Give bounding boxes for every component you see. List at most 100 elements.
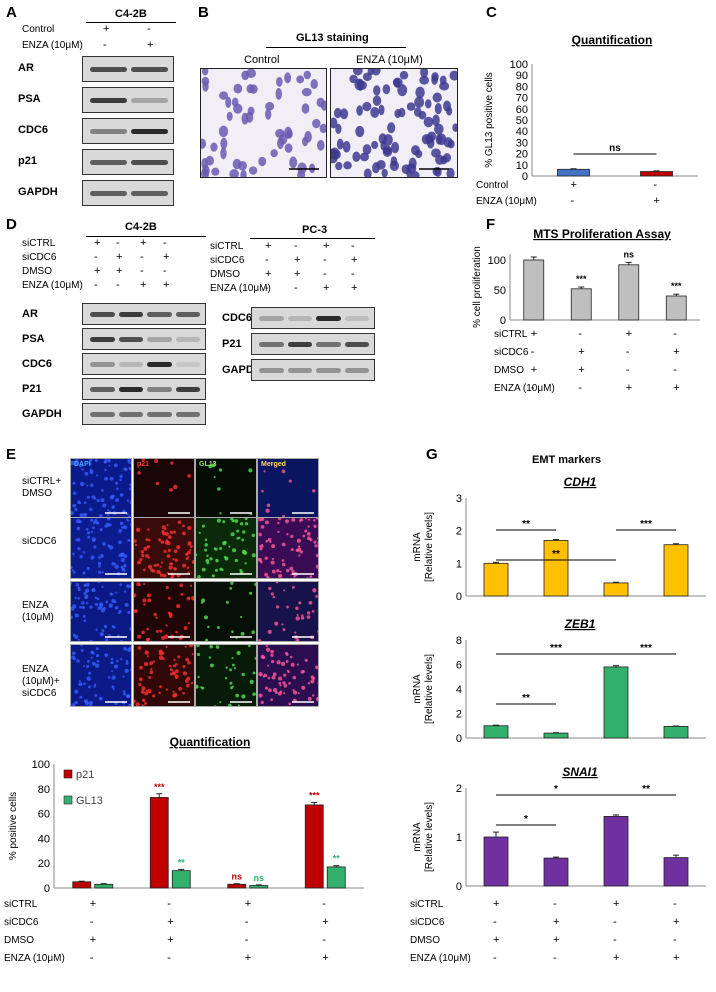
- cell-dot: [279, 684, 282, 687]
- panel-d-right-condition-value: -: [265, 282, 269, 294]
- cell-dot: [119, 493, 124, 497]
- cell-dot: [154, 459, 159, 464]
- blot-band: [90, 362, 115, 367]
- cell-dot: [283, 673, 287, 677]
- panel-g-condition-value: -: [613, 916, 617, 928]
- cell-dot: [307, 696, 312, 701]
- nucleus: [201, 138, 207, 149]
- panel-d-right-condition-label: DMSO: [210, 269, 240, 280]
- blot-band: [287, 368, 312, 373]
- panel-e-condition-value: -: [167, 952, 171, 964]
- cell-dot: [119, 478, 123, 482]
- cell-dot: [213, 475, 216, 479]
- cell-dot: [182, 531, 186, 536]
- legend-swatch: [63, 795, 73, 805]
- panel-a-condition-value: +: [147, 39, 154, 51]
- blot-band: [287, 316, 312, 321]
- bar: [603, 666, 629, 739]
- cell-dot: [118, 609, 122, 613]
- panel-d-right-condition-label: siCDC6: [210, 255, 245, 266]
- cell-dot: [271, 557, 275, 561]
- nucleus: [414, 96, 425, 108]
- cell-dot: [76, 659, 80, 663]
- cell-dot: [182, 691, 185, 695]
- blot-strip: [251, 307, 375, 329]
- cell-dot: [201, 598, 206, 603]
- bar: [543, 732, 569, 739]
- y-tick-label: 6: [456, 660, 462, 672]
- cell-dot: [263, 470, 266, 473]
- cell-dot: [290, 662, 295, 667]
- nucleus: [211, 167, 220, 176]
- cell-dot: [86, 659, 90, 663]
- chart-title: Quantification: [572, 33, 653, 47]
- cell-dot: [101, 489, 104, 492]
- nucleus: [356, 105, 363, 116]
- nucleus: [276, 76, 283, 87]
- blot-band: [175, 387, 200, 392]
- panel-d-left-cell-line: C4-2B: [125, 221, 157, 233]
- cell-dot: [116, 659, 119, 663]
- panel-d-right-condition-value: -: [294, 240, 298, 252]
- y-tick-label: 3: [456, 493, 462, 505]
- cell-dot: [138, 677, 143, 682]
- cell-dot: [163, 634, 169, 639]
- panel-d-right-condition-value: +: [294, 268, 301, 280]
- panel-g-condition-value: +: [553, 916, 560, 928]
- y-tick-label: 100: [32, 759, 50, 771]
- bar: [663, 544, 689, 597]
- y-tick-label: 60: [516, 104, 528, 116]
- nucleus: [343, 161, 352, 170]
- cell-dot: [317, 536, 318, 540]
- cell-dot: [165, 539, 169, 542]
- nucleus: [335, 161, 343, 171]
- panel-e-condition-label: DMSO: [4, 935, 34, 946]
- nucleus: [336, 138, 344, 150]
- nucleus: [312, 118, 321, 129]
- cell-dot: [99, 603, 103, 607]
- nucleus: [397, 84, 408, 97]
- blot-band: [147, 362, 172, 367]
- cell-dot: [79, 463, 83, 468]
- blot-label: P21: [22, 383, 42, 395]
- nucleus: [352, 69, 363, 76]
- cell-dot: [158, 649, 163, 654]
- cell-dot: [218, 468, 223, 472]
- nucleus: [355, 125, 365, 138]
- cell-dot: [185, 577, 188, 578]
- cell-dot: [108, 464, 111, 467]
- y-tick-label: 1: [456, 832, 462, 844]
- cell-dot: [308, 518, 311, 521]
- cell-dot: [86, 567, 90, 571]
- cell-dot: [85, 641, 89, 642]
- cell-dot: [126, 584, 131, 589]
- cell-dot: [91, 588, 96, 592]
- bar: [483, 562, 509, 597]
- blot-band: [344, 342, 369, 347]
- cell-dot: [83, 665, 86, 668]
- cell-dot: [141, 459, 146, 461]
- cell-dot: [85, 588, 90, 593]
- panel-f-condition-value: +: [625, 328, 633, 340]
- cell-dot: [208, 656, 212, 659]
- cell-dot: [231, 657, 234, 660]
- bar-p21: [227, 883, 247, 889]
- cell-dot: [137, 471, 141, 475]
- cell-dot: [211, 463, 216, 468]
- cell-dot: [101, 585, 104, 589]
- cell-dot: [265, 645, 269, 648]
- condition-row-label: siCTRL+ DMSO: [22, 476, 62, 499]
- bar: [570, 288, 592, 321]
- cell-dot: [157, 578, 161, 579]
- blot-label: GAPDH: [18, 186, 58, 198]
- cell-dot: [177, 655, 181, 659]
- cell-dot: [219, 567, 223, 571]
- cell-dot: [300, 670, 304, 674]
- y-axis-label: mRNA: [412, 822, 423, 852]
- cell-dot: [71, 655, 76, 660]
- nucleus: [439, 81, 450, 91]
- cell-dot: [128, 487, 131, 491]
- cell-dot: [139, 665, 143, 670]
- panel-e-condition-value: +: [322, 952, 329, 964]
- y-tick-label: 40: [516, 126, 528, 138]
